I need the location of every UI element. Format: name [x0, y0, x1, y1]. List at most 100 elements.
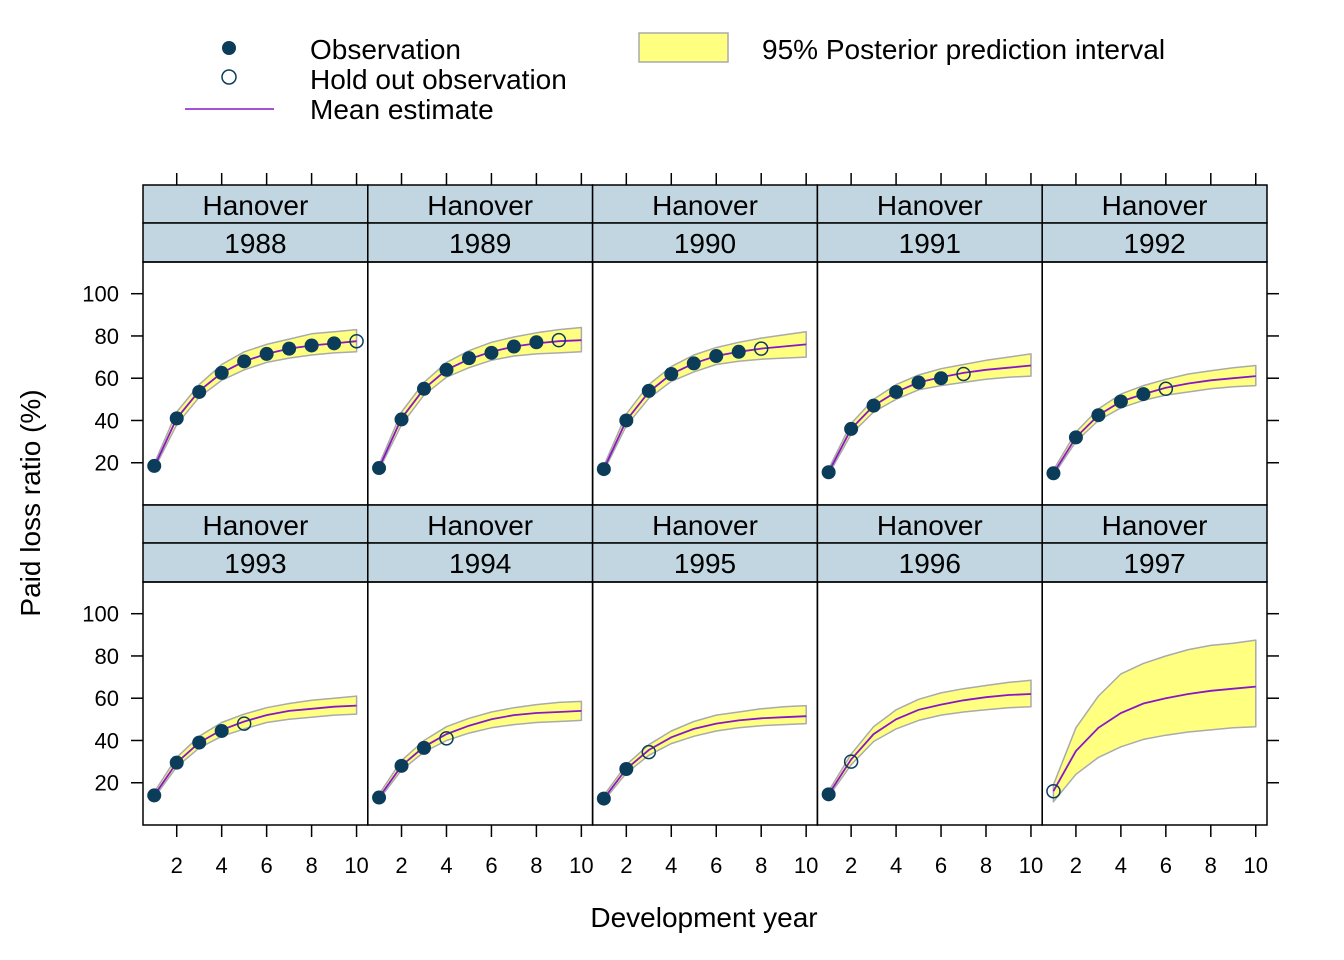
prediction-interval-band: [153, 695, 358, 799]
strip-company: [142, 504, 369, 544]
observation-point: [1068, 430, 1083, 445]
mean-estimate-line: [153, 340, 357, 468]
mean-estimate-line: [1052, 685, 1256, 792]
mean-estimate-line: [378, 339, 582, 469]
strip-company-label: Hanover: [652, 510, 758, 541]
observation-point: [1113, 394, 1128, 409]
observation-point: [619, 413, 634, 428]
prediction-interval-band: [153, 328, 358, 470]
legend-holdout-label: Hold out observation: [310, 64, 567, 95]
strip-year-label: 1995: [674, 548, 736, 579]
x-tick-label: 10: [1244, 853, 1268, 878]
observation-point: [372, 790, 387, 805]
prediction-interval-band: [827, 679, 1032, 798]
strip-year-label: 1992: [1123, 228, 1185, 259]
strip-company: [816, 184, 1043, 224]
strip-year-label: 1994: [449, 548, 511, 579]
observation-point: [529, 335, 544, 350]
legend: Observation Hold out observation Mean es…: [185, 32, 1165, 125]
panel-frame: [591, 261, 819, 506]
x-tick-label: 10: [569, 853, 593, 878]
observation-point: [1136, 387, 1151, 402]
strip-company-label: Hanover: [427, 190, 533, 221]
panels: Hanover1988Hanover1989Hanover1990Hanover…: [142, 184, 1268, 826]
observation-point: [911, 375, 926, 390]
observation-point: [709, 349, 724, 364]
strip-year-label: 1997: [1123, 548, 1185, 579]
observation-point: [327, 336, 342, 351]
x-tick-label: 2: [1070, 853, 1082, 878]
holdout-point: [1046, 783, 1061, 799]
observation-point: [821, 465, 836, 480]
legend-mean-label: Mean estimate: [310, 94, 494, 125]
strip-year: [142, 542, 369, 583]
axes: 2 4 6 8 10 2 4 6 8 10 2 4 6 8 10 2 4 6 8 10 2 4 6 8 10 20 40 60 80 10…: [82, 173, 1279, 878]
y-tick-label: 80: [95, 644, 119, 669]
y-tick-label: 100: [82, 282, 119, 307]
prediction-interval-band: [378, 700, 583, 801]
panel-1994: Hanover 1994: [367, 504, 594, 826]
observation-point: [192, 384, 207, 399]
y-tick-label: 40: [95, 728, 119, 753]
strip-year: [591, 222, 819, 263]
x-tick-label: 2: [845, 853, 857, 878]
observation-point: [417, 381, 431, 396]
x-tick-label: 2: [620, 853, 632, 878]
strip-year-label: 1996: [899, 548, 961, 579]
mean-estimate-line: [827, 364, 1032, 473]
y-tick-label: 100: [82, 602, 119, 627]
holdout-point: [956, 366, 971, 382]
x-tick-label: 4: [440, 853, 452, 878]
holdout-point: [1158, 381, 1174, 397]
observation-point: [169, 411, 184, 426]
mean-estimate-line: [603, 715, 807, 800]
observation-point: [619, 762, 634, 777]
observation-point: [214, 365, 229, 380]
observation-point: [641, 383, 656, 398]
x-tick-label: 6: [935, 853, 947, 878]
observation-point: [889, 384, 904, 399]
holdout-point: [843, 754, 859, 769]
strip-company: [816, 504, 1043, 544]
observation-point: [169, 755, 184, 770]
x-tick-label: 2: [171, 853, 183, 878]
observation-point: [304, 338, 319, 353]
observation-point: [394, 412, 409, 427]
observation-point: [1091, 408, 1106, 423]
strip-year-label: 1990: [674, 228, 736, 259]
observation-point: [394, 758, 409, 773]
x-axis-title: Development year: [590, 902, 817, 933]
observation-point: [866, 398, 881, 413]
panel-1996: Hanover 1996: [816, 504, 1043, 826]
strip-company-label: Hanover: [652, 190, 758, 221]
holdout-point: [236, 716, 252, 731]
y-tick-label: 60: [95, 686, 119, 711]
strip-year: [367, 222, 594, 263]
prediction-interval-band: [827, 353, 1032, 476]
panel-frame: [591, 581, 819, 826]
x-tick-label: 6: [261, 853, 273, 878]
x-tick-label: 4: [216, 853, 228, 878]
observation-point: [417, 740, 431, 755]
observation-point: [461, 351, 476, 366]
strip-company: [367, 184, 594, 224]
holdout-point: [641, 744, 657, 760]
prediction-interval-band: [603, 330, 807, 472]
strip-company-label: Hanover: [1102, 190, 1208, 221]
y-tick-label: 80: [95, 324, 119, 349]
holdout-point: [753, 341, 769, 356]
observation-point: [731, 344, 746, 359]
observation-point: [1046, 466, 1061, 481]
observation-point: [596, 791, 611, 806]
observation-point: [506, 339, 521, 354]
strip-company-label: Hanover: [877, 190, 983, 221]
legend-interval-swatch: [638, 32, 729, 63]
legend-interval-label: 95% Posterior prediction interval: [762, 34, 1165, 65]
y-tick-label: 20: [95, 771, 119, 796]
panel-1993: Hanover 1993: [142, 504, 369, 826]
legend-holdout-symbol: [221, 69, 237, 85]
x-tick-label: 4: [890, 853, 902, 878]
mean-estimate-line: [378, 710, 582, 799]
strip-year-label: 1991: [899, 228, 961, 259]
